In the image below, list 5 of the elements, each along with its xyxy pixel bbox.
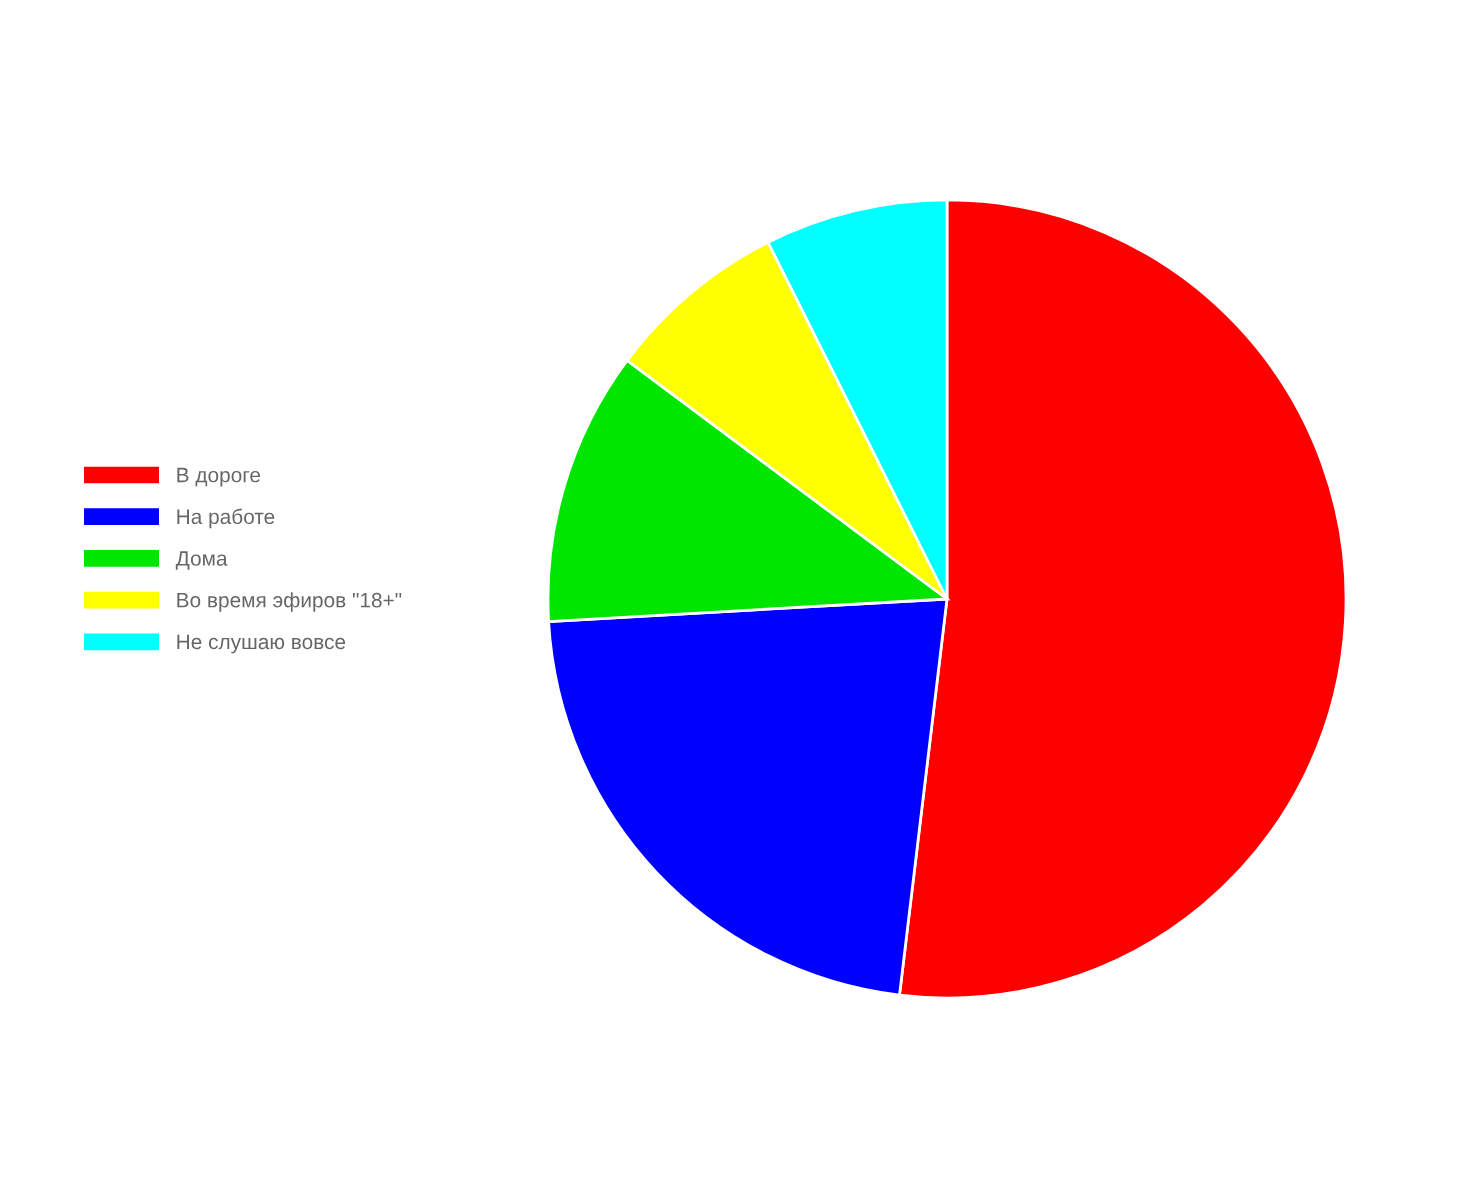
legend-label: Не слушаю вовсе [177,634,346,654]
legend-label: Во время эфиров "18+" [177,592,402,612]
legend-label: На работе [177,508,275,529]
legend-label: В дороге [177,467,261,487]
legend-label: Дома [175,551,228,570]
